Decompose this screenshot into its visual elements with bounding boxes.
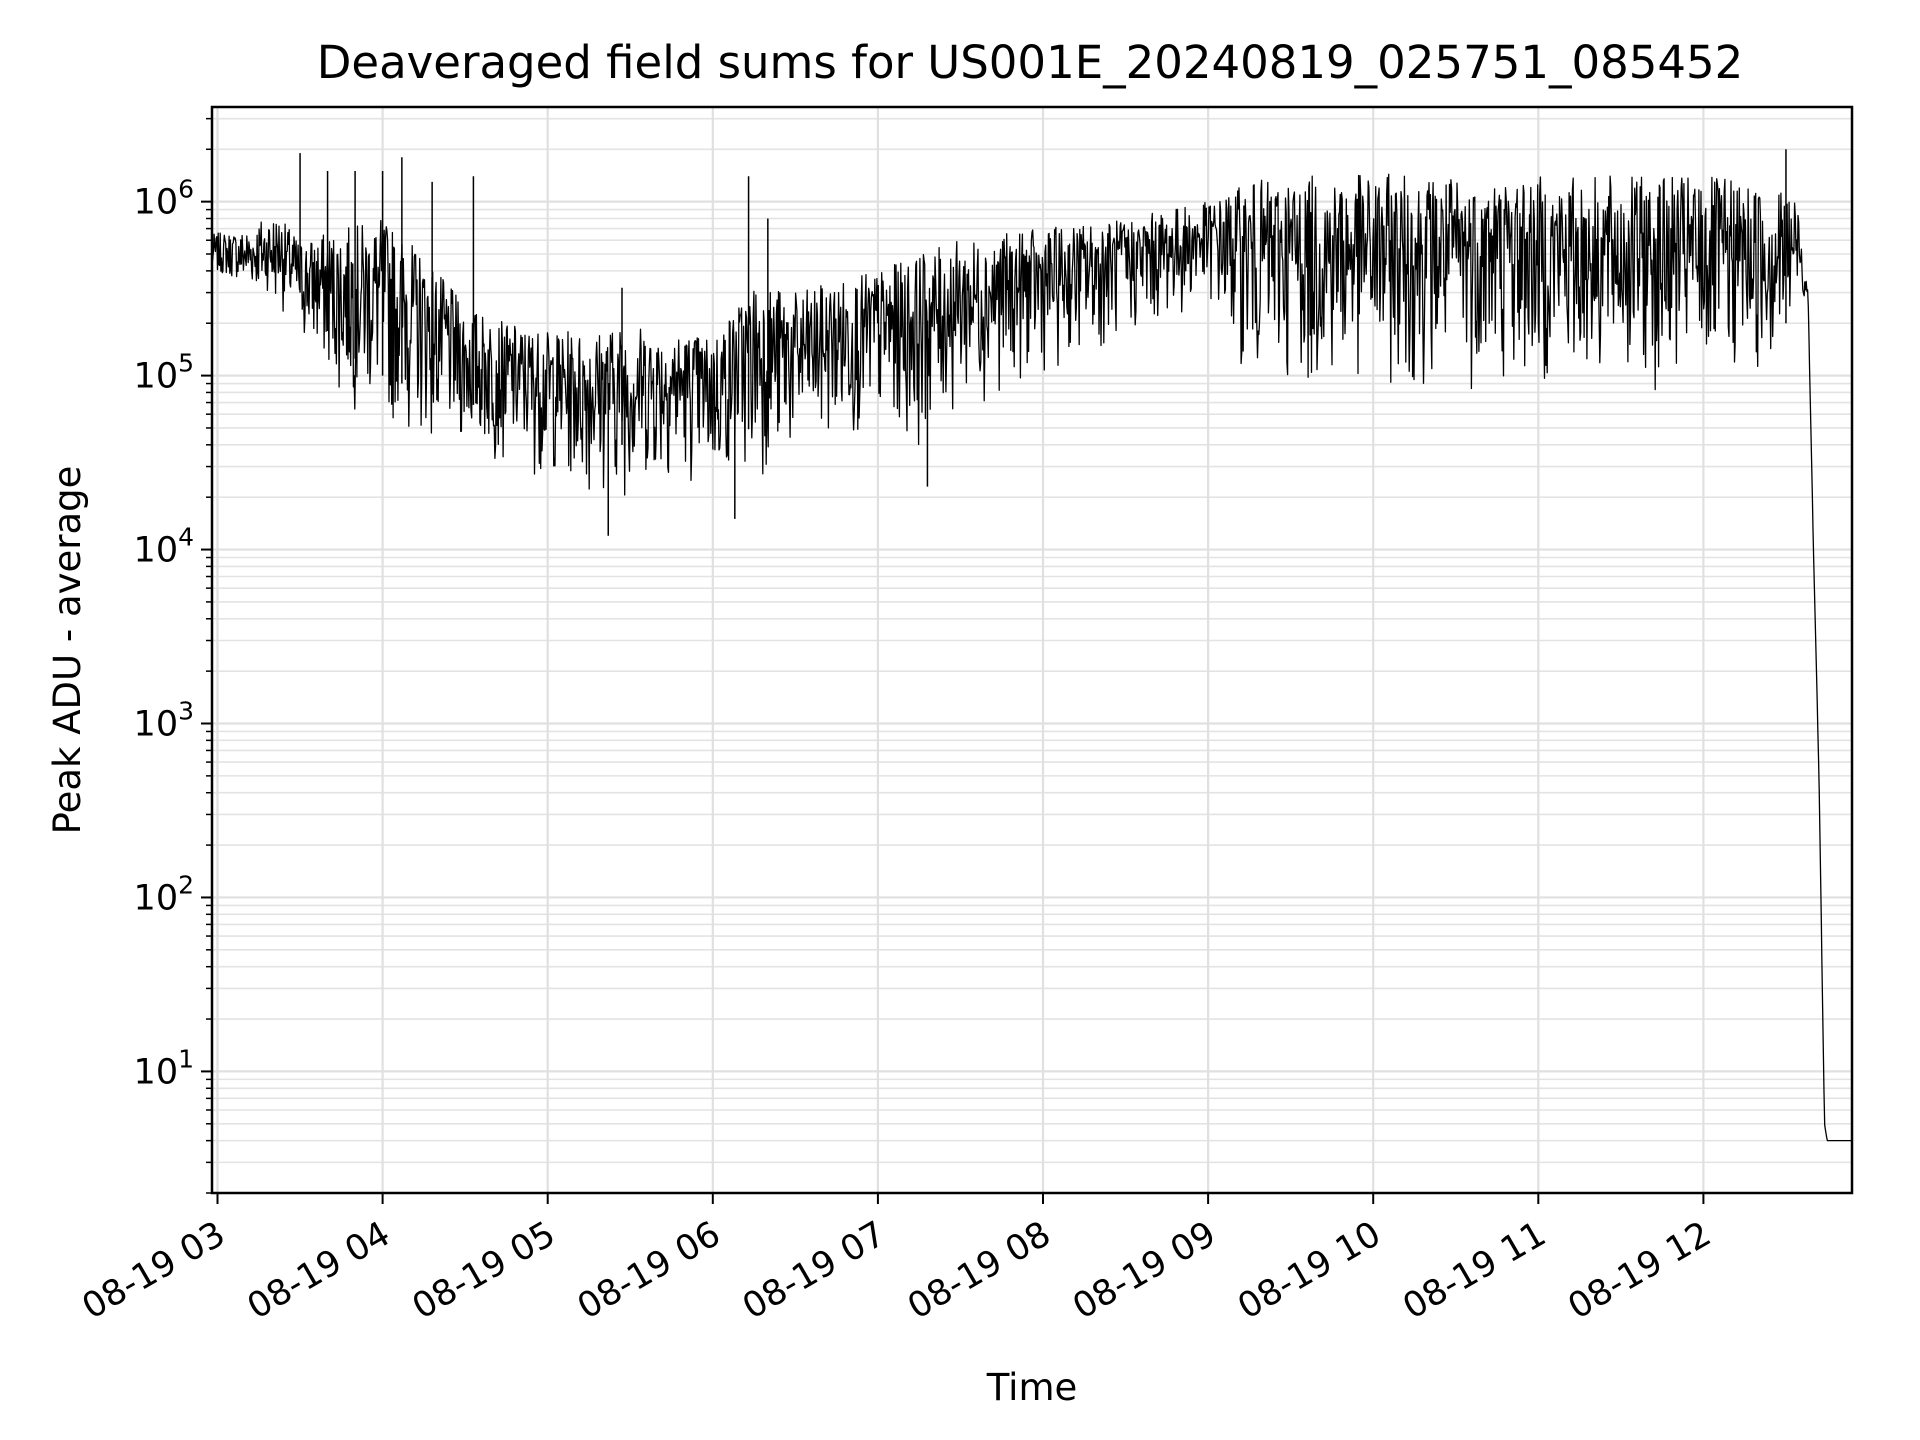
- y-tick-label: 102: [134, 870, 194, 918]
- grid: [212, 107, 1852, 1194]
- data-line: [211, 173, 1852, 1142]
- data-series: [211, 149, 1852, 1142]
- x-axis-label: Time: [986, 1366, 1078, 1409]
- y-axis-label: Peak ADU - average: [46, 466, 89, 835]
- x-tick-label: 08-19 06: [571, 1214, 727, 1327]
- y-axis: 101 102 103 104 105 106: [134, 117, 212, 1194]
- x-tick-label: 08-19 07: [736, 1214, 892, 1327]
- y-tick-label: 106: [134, 175, 194, 223]
- y-tick-label: 103: [134, 697, 194, 745]
- x-tick-label: 08-19 09: [1066, 1214, 1222, 1327]
- x-tick-label: 08-19 11: [1397, 1214, 1553, 1327]
- x-tick-label: 08-19 10: [1231, 1214, 1387, 1327]
- y-tick-label: 104: [134, 523, 194, 571]
- x-tick-label: 08-19 12: [1562, 1214, 1718, 1327]
- plot-frame: [210, 105, 1854, 1195]
- y-tick-label: 101: [134, 1044, 194, 1092]
- x-tick-label: 08-19 03: [76, 1214, 232, 1327]
- x-tick-label: 08-19 04: [241, 1214, 397, 1327]
- x-tick-label: 08-19 05: [406, 1214, 562, 1327]
- x-axis: 08-19 03 08-19 04 08-19 05 08-19 06 08-19 07…: [76, 1193, 1718, 1327]
- chart-title: Deaveraged field sums for US001E_2024081…: [317, 36, 1744, 89]
- y-tick-label: 105: [134, 349, 194, 397]
- x-tick-label: 08-19 08: [901, 1214, 1057, 1327]
